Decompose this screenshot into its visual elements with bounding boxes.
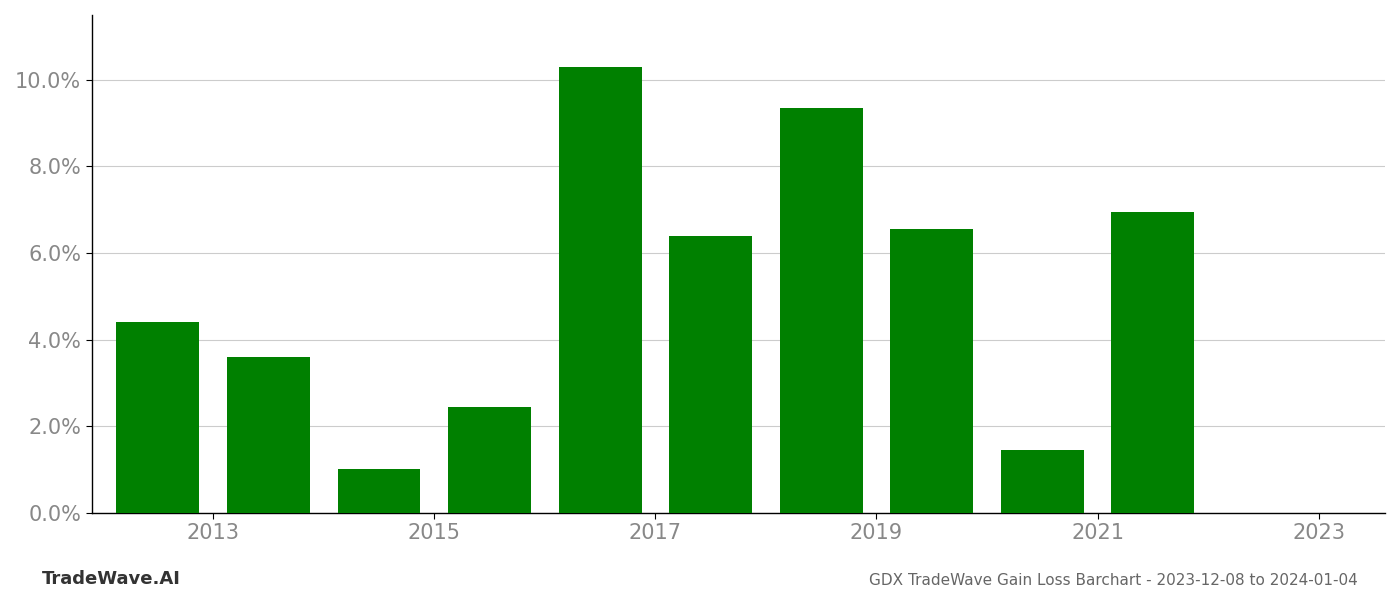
Bar [669, 236, 752, 512]
Bar [890, 229, 973, 512]
Bar [1112, 212, 1194, 512]
Bar [559, 67, 641, 512]
Bar [780, 108, 862, 512]
Bar [116, 322, 199, 512]
Bar [337, 469, 420, 512]
Bar [227, 357, 309, 512]
Bar [448, 407, 531, 512]
Bar [1001, 450, 1084, 512]
Text: GDX TradeWave Gain Loss Barchart - 2023-12-08 to 2024-01-04: GDX TradeWave Gain Loss Barchart - 2023-… [869, 573, 1358, 588]
Text: TradeWave.AI: TradeWave.AI [42, 570, 181, 588]
